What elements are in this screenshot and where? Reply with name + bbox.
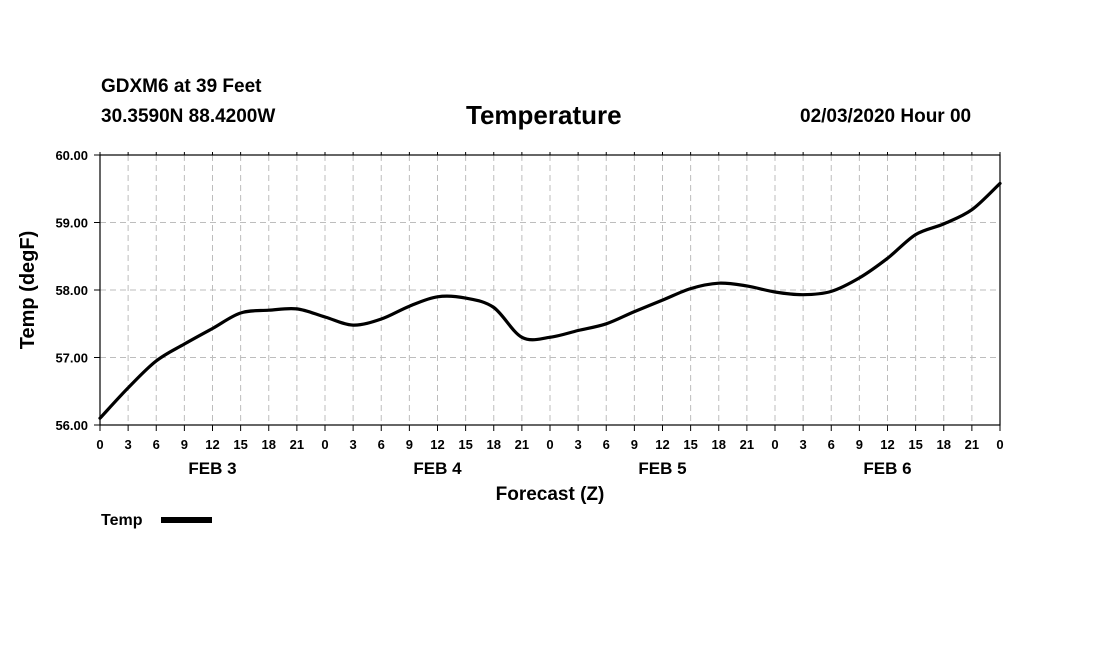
day-label: FEB 6	[863, 459, 911, 478]
data-point	[520, 336, 524, 339]
x-tick-label: 12	[430, 437, 444, 452]
data-point	[830, 290, 833, 293]
data-point	[858, 276, 861, 280]
x-tick-label: 0	[546, 437, 553, 452]
data-point	[126, 386, 130, 390]
y-tick-label: 56.00	[55, 418, 88, 433]
axis-ticks: 0 3 6 9 12 15 18 21 0 3 6 9 12 15 18 21 0 3 6 9 12 15 18 21 0 3 6 9…	[55, 148, 1003, 478]
x-tick-label: 18	[712, 437, 726, 452]
x-tick-label: 0	[996, 437, 1003, 452]
x-tick-label: 15	[458, 437, 472, 452]
data-point	[267, 309, 270, 312]
data-point	[295, 307, 299, 311]
x-tick-label: 6	[828, 437, 835, 452]
x-tick-label: 9	[856, 437, 863, 452]
run-time: 02/03/2020 Hour 00	[800, 106, 972, 127]
grid	[100, 155, 1000, 425]
data-point	[886, 257, 889, 260]
data-point	[801, 293, 805, 296]
data-point	[576, 329, 580, 332]
x-tick-label: 3	[125, 437, 132, 452]
data-point	[773, 290, 777, 294]
x-tick-label: 0	[96, 437, 103, 452]
data-point	[661, 298, 664, 302]
data-point	[239, 311, 242, 315]
x-tick-label: 6	[603, 437, 610, 452]
data-point	[183, 342, 186, 346]
x-tick-label: 3	[575, 437, 582, 452]
x-tick-label: 9	[406, 437, 413, 452]
x-tick-label: 0	[771, 437, 778, 452]
x-tick-label: 18	[262, 437, 276, 452]
y-tick-label: 60.00	[55, 148, 88, 163]
data-point	[633, 310, 636, 313]
axis-labels: Temp (degF) Forecast (Z)	[17, 231, 604, 505]
x-axis-title: Forecast (Z)	[496, 484, 605, 505]
station-name: GDXM6 at 39 Feet	[101, 76, 262, 97]
data-point	[998, 182, 1002, 185]
data-point	[548, 336, 552, 339]
x-tick-label: 0	[321, 437, 328, 452]
x-tick-label: 15	[908, 437, 922, 452]
legend-label: Temp	[101, 512, 143, 529]
station-coordinates: 30.3590N 88.4200W	[101, 106, 276, 127]
data-point	[323, 315, 327, 319]
x-tick-label: 21	[290, 437, 304, 452]
data-point	[98, 417, 102, 420]
data-point	[211, 327, 214, 330]
x-tick-label: 18	[937, 437, 951, 452]
data-point	[717, 282, 720, 285]
day-label: FEB 4	[413, 459, 462, 478]
chart-title: Temperature	[466, 100, 622, 130]
series-layer	[98, 181, 1002, 420]
x-tick-label: 9	[631, 437, 638, 452]
data-point	[380, 317, 383, 321]
x-tick-label: 12	[205, 437, 219, 452]
x-tick-label: 15	[683, 437, 697, 452]
x-tick-label: 18	[487, 437, 501, 452]
y-tick-label: 58.00	[55, 283, 88, 298]
data-point	[351, 323, 355, 327]
data-point	[492, 306, 495, 309]
data-point	[408, 305, 411, 308]
x-tick-label: 6	[153, 437, 160, 452]
x-tick-label: 15	[233, 437, 247, 452]
y-tick-label: 57.00	[55, 351, 88, 366]
x-tick-label: 12	[655, 437, 669, 452]
x-tick-label: 3	[350, 437, 357, 452]
x-tick-label: 21	[515, 437, 529, 452]
data-point	[464, 296, 467, 300]
x-tick-label: 12	[880, 437, 894, 452]
data-point	[155, 359, 158, 363]
y-axis-title: Temp (degF)	[17, 231, 39, 350]
data-point	[436, 295, 439, 298]
data-point	[745, 284, 749, 288]
data-point	[970, 208, 974, 211]
data-point	[942, 222, 945, 226]
x-tick-label: 6	[378, 437, 385, 452]
x-tick-label: 3	[800, 437, 807, 452]
x-tick-label: 9	[181, 437, 188, 452]
day-label: FEB 5	[638, 459, 686, 478]
x-tick-label: 21	[965, 437, 979, 452]
data-point	[689, 287, 692, 290]
data-point	[605, 322, 608, 325]
legend: Temp	[101, 512, 212, 529]
day-label: FEB 3	[188, 459, 236, 478]
data-point	[914, 233, 917, 236]
x-tick-label: 21	[740, 437, 754, 452]
y-tick-label: 59.00	[55, 216, 88, 231]
